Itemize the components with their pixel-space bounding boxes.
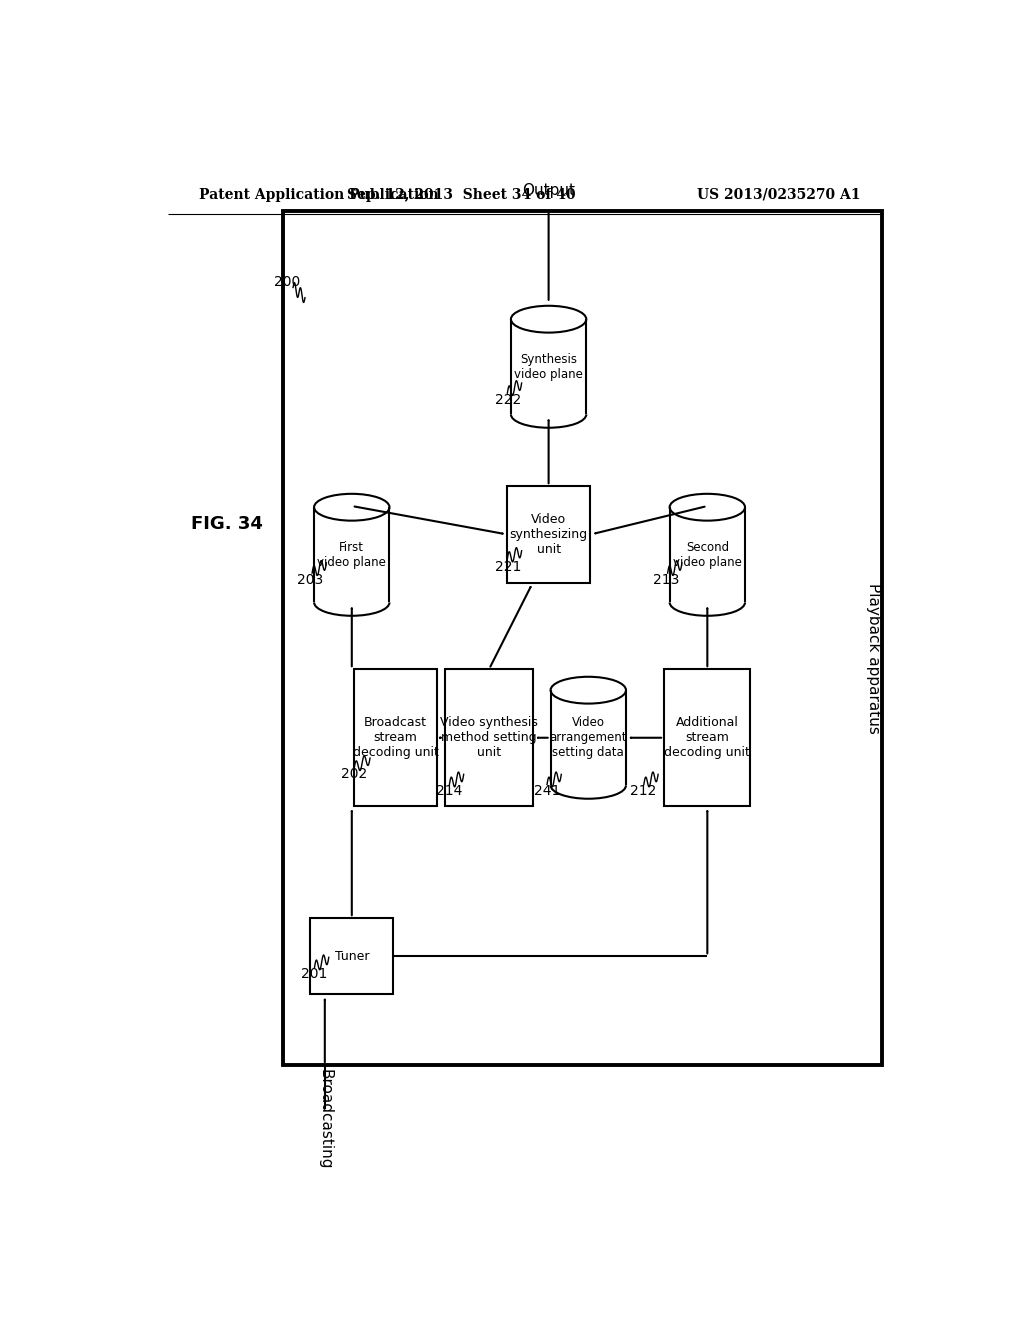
Text: Second
video plane: Second video plane (673, 541, 741, 569)
Text: Output: Output (522, 183, 575, 198)
Bar (665, 669, 751, 807)
Ellipse shape (670, 494, 745, 520)
Text: Patent Application Publication: Patent Application Publication (200, 187, 439, 202)
Text: Video synthesis
method setting
unit: Video synthesis method setting unit (440, 717, 538, 759)
Bar (670, 507, 745, 602)
Text: 212: 212 (630, 784, 656, 797)
Text: Additional
stream
decoding unit: Additional stream decoding unit (665, 717, 751, 759)
Text: Sep. 12, 2013  Sheet 34 of 40: Sep. 12, 2013 Sheet 34 of 40 (347, 187, 575, 202)
Text: US 2013/0235270 A1: US 2013/0235270 A1 (697, 187, 860, 202)
Text: Video
synthesizing
unit: Video synthesizing unit (510, 513, 588, 556)
Bar (314, 507, 389, 602)
Text: 202: 202 (341, 767, 367, 781)
Bar (310, 919, 393, 994)
Text: Video
arrangement
setting data: Video arrangement setting data (550, 717, 627, 759)
Ellipse shape (314, 494, 389, 520)
Text: 201: 201 (301, 966, 328, 981)
Bar (283, 211, 882, 1065)
Text: 203: 203 (297, 573, 324, 587)
Text: Broadcasting: Broadcasting (317, 1069, 333, 1170)
Text: FIG. 34: FIG. 34 (191, 515, 263, 533)
Text: First
video plane: First video plane (317, 541, 386, 569)
Text: 200: 200 (273, 276, 300, 289)
Bar (353, 669, 437, 807)
Text: 221: 221 (496, 560, 522, 574)
Text: Broadcast
stream
decoding unit: Broadcast stream decoding unit (352, 717, 438, 759)
Ellipse shape (511, 306, 587, 333)
Text: 214: 214 (436, 784, 462, 797)
Text: Tuner: Tuner (335, 950, 369, 962)
Text: 222: 222 (495, 393, 521, 408)
Text: 213: 213 (653, 573, 680, 587)
Bar (445, 669, 532, 807)
Text: Synthesis
video plane: Synthesis video plane (514, 352, 583, 380)
Text: 241: 241 (535, 784, 561, 797)
Bar (507, 486, 590, 582)
Ellipse shape (551, 677, 626, 704)
Text: Playback apparatus: Playback apparatus (866, 583, 882, 734)
Bar (551, 690, 626, 785)
Bar (511, 319, 587, 414)
